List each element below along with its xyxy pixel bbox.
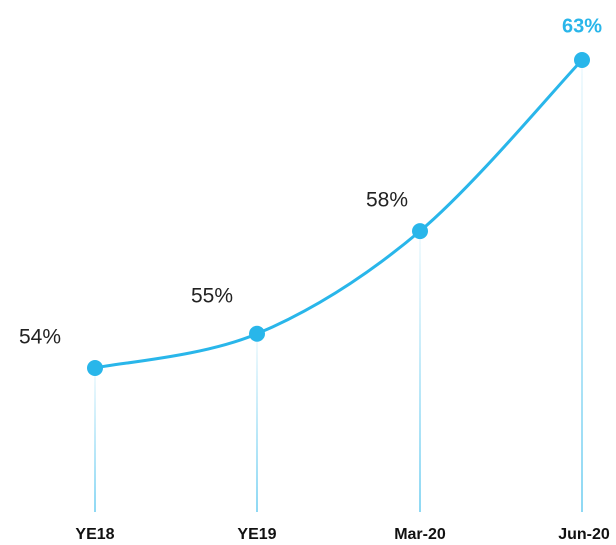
point — [574, 52, 590, 68]
x-tick-label: YE19 — [237, 526, 276, 543]
value-label: 63% — [562, 15, 602, 37]
value-label: 54% — [19, 326, 61, 349]
line — [94, 58, 584, 370]
drop-line — [256, 333, 258, 512]
point — [249, 325, 265, 342]
x-tick-label: Jun-20 — [558, 526, 610, 543]
x-tick-label: YE18 — [75, 526, 114, 543]
drop-line — [94, 368, 96, 512]
point — [412, 223, 428, 240]
x-tick-label: Mar-20 — [394, 526, 446, 543]
point — [87, 360, 103, 376]
drop-line — [419, 231, 421, 512]
drop-line — [581, 60, 583, 512]
value-label: 58% — [366, 189, 408, 212]
value-label: 55% — [191, 284, 233, 307]
